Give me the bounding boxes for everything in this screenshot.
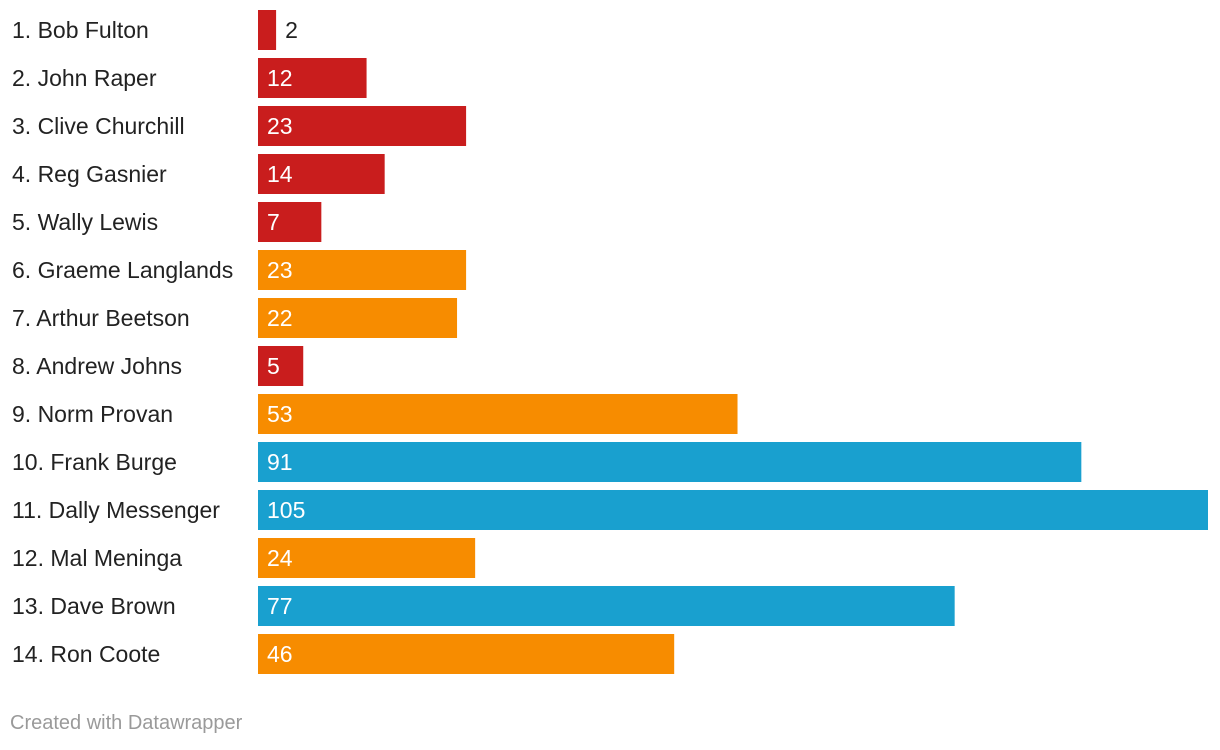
category-label: 5. Wally Lewis xyxy=(12,209,158,235)
category-label: 3. Clive Churchill xyxy=(12,113,185,139)
category-label: 11. Dally Messenger xyxy=(12,497,220,523)
value-label: 2 xyxy=(285,17,298,43)
category-label: 2. John Raper xyxy=(12,65,157,91)
bar-row: 1. Bob Fulton 2 xyxy=(12,10,298,50)
bar xyxy=(258,538,476,578)
bar xyxy=(258,250,467,290)
bar-row: 7. Arthur Beetson 22 xyxy=(12,298,458,338)
bar xyxy=(258,106,467,146)
value-label: 12 xyxy=(267,65,293,91)
value-label: 5 xyxy=(267,353,280,379)
bar xyxy=(258,394,738,434)
value-label: 46 xyxy=(267,641,293,667)
value-label: 53 xyxy=(267,401,293,427)
bar-row: 5. Wally Lewis 7 xyxy=(12,202,322,242)
bar-row: 13. Dave Brown 77 xyxy=(12,586,955,626)
bar-row: 8. Andrew Johns 5 xyxy=(12,346,304,386)
datawrapper-credit: Created with Datawrapper xyxy=(10,712,243,734)
value-label: 23 xyxy=(267,113,293,139)
value-label: 22 xyxy=(267,305,293,331)
bar-chart: 1. Bob Fulton 2 2. John Raper 12 3. Clive Ch… xyxy=(12,10,1208,674)
category-label: 4. Reg Gasnier xyxy=(12,161,167,187)
bar xyxy=(258,202,322,242)
bar xyxy=(258,346,304,386)
category-label: 6. Graeme Langlands xyxy=(12,257,233,283)
bar xyxy=(258,442,1082,482)
bar xyxy=(258,586,955,626)
category-label: 12. Mal Meninga xyxy=(12,545,182,571)
category-label: 10. Frank Burge xyxy=(12,449,177,475)
bar-row: 14. Ron Coote 46 xyxy=(12,634,675,674)
category-label: 13. Dave Brown xyxy=(12,593,176,619)
bar-row: 9. Norm Provan 53 xyxy=(12,394,738,434)
bar-row: 2. John Raper 12 xyxy=(12,58,367,98)
bar xyxy=(258,154,385,194)
bar xyxy=(258,298,458,338)
category-label: 14. Ron Coote xyxy=(12,641,160,667)
bar xyxy=(258,490,1208,530)
bar-row: 6. Graeme Langlands 23 xyxy=(12,250,467,290)
category-label: 1. Bob Fulton xyxy=(12,17,149,43)
bar-row: 4. Reg Gasnier 14 xyxy=(12,154,385,194)
bar xyxy=(258,10,277,50)
value-label: 105 xyxy=(267,497,305,523)
bar-row: 12. Mal Meninga 24 xyxy=(12,538,476,578)
value-label: 14 xyxy=(267,161,293,187)
bar xyxy=(258,58,367,98)
bar-row: 3. Clive Churchill 23 xyxy=(12,106,467,146)
category-label: 9. Norm Provan xyxy=(12,401,173,427)
bar-row: 11. Dally Messenger 105 xyxy=(12,490,1208,530)
value-label: 23 xyxy=(267,257,293,283)
value-label: 24 xyxy=(267,545,293,571)
category-label: 7. Arthur Beetson xyxy=(12,305,190,331)
category-label: 8. Andrew Johns xyxy=(12,353,182,379)
bar-row: 10. Frank Burge 91 xyxy=(12,442,1082,482)
value-label: 77 xyxy=(267,593,293,619)
value-label: 7 xyxy=(267,209,280,235)
bar xyxy=(258,634,675,674)
value-label: 91 xyxy=(267,449,293,475)
